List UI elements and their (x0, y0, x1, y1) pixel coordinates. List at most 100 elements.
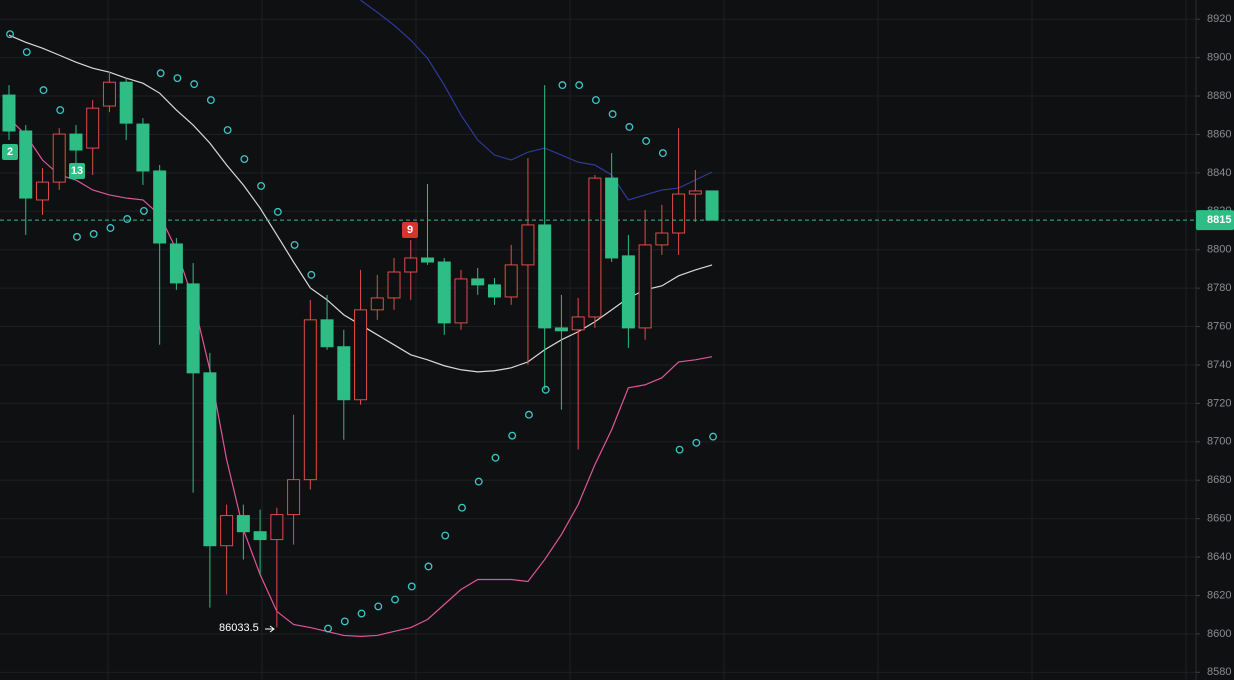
sar-dot (39, 86, 48, 95)
candle-body (387, 271, 401, 299)
sar-dot (575, 81, 584, 90)
candle-body (621, 255, 635, 329)
candle-body (421, 257, 434, 263)
candle-body (688, 190, 702, 195)
sar-dot (424, 562, 433, 571)
candle-body (186, 283, 200, 374)
candle-body (69, 133, 83, 151)
sar-dot (374, 602, 383, 611)
sar-dot (123, 215, 132, 223)
candle-body (437, 261, 451, 324)
sar-dot (491, 453, 500, 462)
y-tick-label: 8800 (1207, 244, 1231, 256)
candle-body (19, 130, 33, 199)
sar-dot (608, 110, 617, 119)
sar-dot (675, 445, 684, 454)
y-tick-label: 8880 (1207, 90, 1231, 102)
price-label: 8815 (1207, 214, 1231, 226)
candle-body (538, 224, 552, 329)
signal-badge (69, 163, 85, 179)
sar-dot (407, 582, 416, 591)
y-tick-label: 8760 (1207, 320, 1231, 332)
sar-dot (658, 149, 667, 158)
vertical-grid (107, 0, 1187, 680)
band-line (360, 0, 713, 201)
candle-body (337, 346, 351, 401)
sar-dot (692, 438, 701, 447)
y-tick-label: 8580 (1207, 666, 1231, 678)
candle-body (136, 123, 150, 172)
y-tick-label: 8740 (1207, 359, 1231, 371)
sar-dot (56, 106, 65, 115)
y-tick-label: 8900 (1207, 52, 1231, 64)
sar-dot (106, 224, 115, 232)
sar-dot (290, 240, 299, 249)
sar-dot (357, 609, 366, 618)
candle-body (270, 514, 284, 541)
y-tick-label: 8840 (1207, 167, 1231, 179)
sar-dot (591, 96, 600, 105)
sar-dot (474, 477, 483, 486)
candle-body (102, 81, 116, 107)
sar-dot (139, 206, 148, 215)
sar-dot (240, 155, 249, 164)
candle-body (554, 327, 568, 332)
sar-dot (89, 230, 98, 238)
candle-body (454, 278, 468, 324)
candle-body (705, 190, 719, 221)
candle-body (287, 479, 301, 516)
candle-body (203, 372, 217, 547)
sar-dot (441, 531, 450, 540)
candle-body (370, 297, 384, 311)
sar-dot (156, 69, 165, 78)
candle-body (153, 170, 167, 244)
candle-body (320, 319, 334, 348)
candle-body (588, 177, 602, 318)
candle-body (236, 515, 250, 533)
signal-badge (402, 222, 418, 238)
candle-body (2, 94, 16, 132)
low-arrow-head (269, 625, 275, 633)
sar-dot (558, 81, 567, 90)
sar-dot (541, 385, 550, 394)
signal-label: 9 (407, 224, 413, 236)
candle-body (86, 107, 100, 149)
sar-dot (22, 48, 31, 57)
candle-body (471, 278, 485, 286)
candle-body (571, 316, 585, 331)
candle-body (303, 319, 317, 481)
sar-dot (206, 96, 215, 105)
y-tick-label: 8700 (1207, 436, 1231, 448)
candle-body (655, 232, 669, 246)
candle-body (169, 243, 183, 284)
sar-dot (524, 410, 533, 419)
price-label-box (1196, 210, 1234, 231)
sar-dot (709, 432, 718, 441)
band-line (8, 117, 713, 637)
y-tick-label: 8860 (1207, 128, 1231, 140)
candle-body (672, 193, 686, 234)
y-tick-label: 8640 (1207, 551, 1231, 563)
sar-dot (391, 595, 399, 604)
sar-dot (73, 232, 81, 241)
y-tick-label: 8920 (1207, 13, 1231, 25)
signal-label: 2 (7, 146, 13, 158)
y-tick-label: 8620 (1207, 589, 1231, 601)
sar-dot (324, 624, 333, 633)
sar-dot (257, 181, 266, 190)
sar-dot (273, 207, 282, 216)
y-tick-label: 8780 (1207, 282, 1231, 294)
sar-dot (6, 30, 14, 39)
y-tick-label: 8680 (1207, 474, 1231, 486)
candle-body (253, 531, 267, 541)
candle-body (521, 224, 535, 266)
candle-body (404, 257, 418, 273)
sar-dot (173, 74, 182, 83)
candle-body (605, 177, 619, 259)
candle-body (504, 264, 518, 298)
candle-body (52, 133, 66, 183)
candle-body (119, 81, 133, 124)
signal-badge (2, 144, 18, 160)
y-tick-label: 8720 (1207, 397, 1231, 409)
